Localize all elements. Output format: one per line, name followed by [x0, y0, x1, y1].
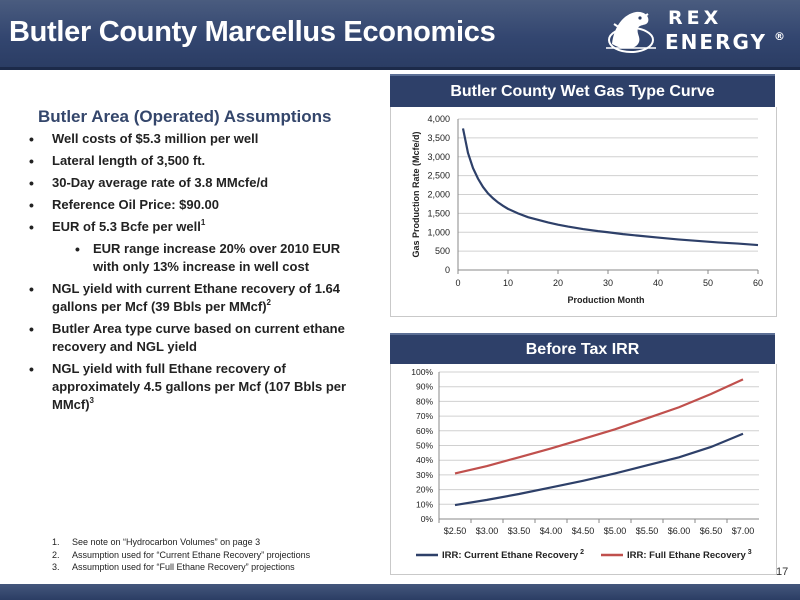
type-curve-line [461, 128, 759, 247]
assumption-item: Lateral length of 3,500 ft. [20, 152, 350, 170]
x-tick-label: 30 [603, 278, 613, 288]
x-tick-label: $7.00 [732, 526, 755, 536]
legend-footnote-ref: 3 [746, 549, 752, 556]
legend-label: IRR: Current Ethane Recovery 2 [442, 549, 584, 561]
x-tick-label: $6.00 [668, 526, 691, 536]
y-tick-label: 80% [416, 396, 433, 406]
type-curve-panel: 0 500 1,000 1,500 2,000 2,500 3,000 3,500 4,000 0… [390, 107, 777, 317]
y-tick-label: 50% [416, 441, 433, 451]
assumptions-heading: Butler Area (Operated) Assumptions [38, 107, 332, 126]
x-tick-label: 50 [703, 278, 713, 288]
footnote: 3. Assumption used for “Full Ethane Recov… [52, 562, 295, 572]
y-tick-label: 40% [416, 455, 433, 465]
x-tick-label: $5.00 [604, 526, 627, 536]
title-bar [0, 0, 800, 67]
irr-series-line [454, 432, 744, 507]
type-curve-title: Butler County Wet Gas Type Curve [390, 74, 775, 107]
assumption-subitem: EUR range increase 20% over 2010 EUR wit… [20, 240, 350, 276]
assumptions-list: Well costs of $5.3 million per well Late… [20, 130, 350, 418]
x-tick-label: 60 [753, 278, 763, 288]
x-axis-label: Production Month [568, 295, 645, 305]
logo-energy-text: ENERGY [665, 30, 767, 54]
footnote-ref: 1 [200, 217, 206, 227]
x-tick-label: $4.00 [540, 526, 563, 536]
logo-rex-text: REX [668, 7, 723, 29]
assumption-item: Butler Area type curve based on current … [20, 320, 350, 356]
irr-chart: 0% 10% 20% 30% 40% 50% 60% 70% 80% 90% 100% $2.50 $3… [411, 367, 759, 561]
x-tick-label: 0 [455, 278, 460, 288]
y-tick-label: 3,500 [427, 133, 450, 143]
footnote-ref: 3 [89, 395, 94, 405]
y-tick-label: 20% [416, 485, 433, 495]
y-tick-label: 90% [416, 382, 433, 392]
legend-label: IRR: Full Ethane Recovery 3 [627, 549, 752, 561]
slide-title: Butler County Marcellus Economics [9, 16, 496, 48]
y-axis-label: Gas Production Rate (Mcfe/d) [411, 131, 421, 257]
rex-dinosaur-icon [606, 11, 656, 53]
y-tick-label: 2,500 [427, 171, 450, 181]
irr-series-line [454, 378, 744, 475]
x-tick-label: $2.50 [444, 526, 467, 536]
y-tick-label: 4,000 [427, 114, 450, 124]
y-tick-label: 1,500 [427, 208, 450, 218]
assumption-item: Well costs of $5.3 million per well [20, 130, 350, 148]
irr-title: Before Tax IRR [390, 333, 775, 364]
y-tick-label: 3,000 [427, 152, 450, 162]
y-tick-label: 2,000 [427, 190, 450, 200]
x-tick-label: $5.50 [636, 526, 659, 536]
footnote: 2. Assumption used for “Current Ethane Re… [52, 549, 311, 560]
assumption-item: NGL yield with current Ethane recovery o… [20, 280, 350, 316]
footnote: 1. See note on “Hydrocarbon Volumes” on p… [52, 537, 261, 547]
assumption-item: 30-Day average rate of 3.8 MMcfe/d [20, 174, 350, 192]
page-number: 17 [776, 566, 789, 578]
x-tick-label: 20 [553, 278, 563, 288]
title-bar-divider [0, 67, 800, 70]
y-tick-label: 500 [435, 246, 450, 256]
y-tick-label: 70% [416, 411, 433, 421]
y-tick-label: 100% [411, 367, 433, 377]
y-tick-label: 1,000 [427, 227, 450, 237]
x-tick-label: $4.50 [572, 526, 595, 536]
y-tick-label: 30% [416, 470, 433, 480]
y-tick-label: 60% [416, 426, 433, 436]
assumption-item: EUR of 5.3 Bcfe per well1 [20, 218, 350, 236]
x-tick-label: $3.50 [508, 526, 531, 536]
logo-registered-mark: ® [774, 30, 785, 43]
footnote-ref: 2 [266, 297, 271, 307]
x-tick-label: 10 [503, 278, 513, 288]
legend-footnote-ref: 2 [578, 549, 584, 556]
footer-bar [0, 584, 800, 600]
y-tick-label: 10% [416, 499, 433, 509]
rex-energy-logo: REX ENERGY ® [598, 4, 788, 62]
type-curve-chart: 0 500 1,000 1,500 2,000 2,500 3,000 3,500 4,000 0… [411, 114, 763, 305]
irr-panel: 0% 10% 20% 30% 40% 50% 60% 70% 80% 90% 100% $2.50 $3… [390, 364, 777, 575]
x-tick-label: $3.00 [476, 526, 499, 536]
y-tick-label: 0 [445, 265, 450, 275]
x-tick-label: 40 [653, 278, 663, 288]
y-tick-label: 0% [421, 514, 434, 524]
x-tick-label: $6.50 [700, 526, 723, 536]
assumption-item: Reference Oil Price: $90.00 [20, 196, 350, 214]
assumption-item: NGL yield with full Ethane recovery of a… [20, 360, 350, 414]
footnotes: 1. See note on “Hydrocarbon Volumes” on p… [52, 536, 310, 574]
